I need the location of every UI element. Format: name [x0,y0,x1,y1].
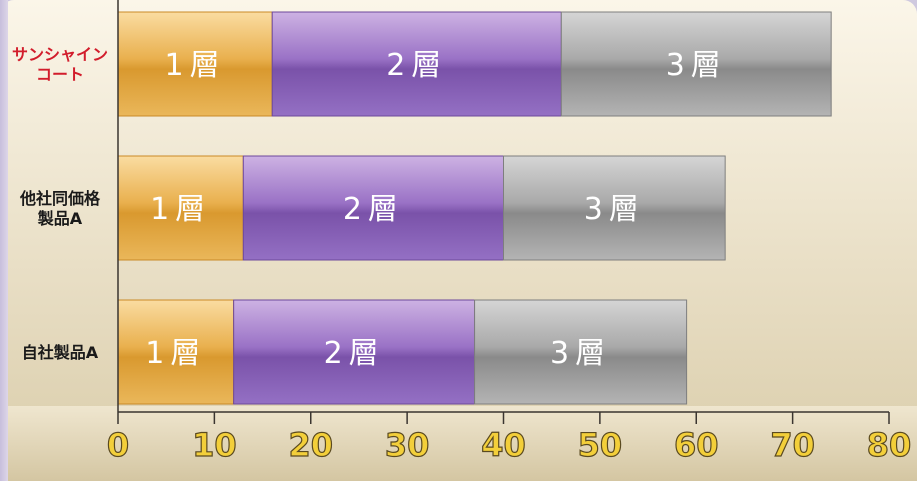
bar-segment [503,155,726,261]
category-label: サンシャイン [12,45,108,64]
segment-label: 1層 [145,336,206,371]
category-label: 製品A [37,209,83,228]
x-tick-label: 40 [481,426,526,464]
left-edge-decoration [0,0,8,481]
category-label: コート [36,65,84,84]
segment-label: 2層 [324,336,385,371]
segment-label: 1層 [150,192,211,227]
x-tick-label: 60 [674,426,719,464]
segment-label: 2層 [343,192,404,227]
segment-label: 3層 [584,192,645,227]
x-tick-label: 70 [770,426,815,464]
bar-segment [560,11,832,117]
bar-segment [271,11,562,117]
bar-segment [474,299,688,405]
bars-layer: 1層 2層 3層 1層 2層 3層 1層 2層 3層 [117,11,832,405]
x-tick-label: 50 [578,426,623,464]
segment-label: 1層 [165,48,226,83]
segment-label: 2層 [386,48,447,83]
category-label: 自社製品A [22,343,99,362]
x-tick-label: 30 [385,426,430,464]
segment-label: 3層 [666,48,727,83]
bar-segment [233,299,476,405]
axis-band [8,406,917,481]
axis-layer: 0 10 20 30 40 50 60 70 80 [106,0,912,465]
bar-segment [117,155,244,261]
x-tick-label: 80 [867,426,912,464]
x-tick-label: 10 [192,426,237,464]
segment-label: 3層 [550,336,611,371]
x-tick-label: 0 [107,426,129,464]
x-tick-label: 20 [288,426,333,464]
bar-segment [117,299,235,405]
category-label: 他社同価格 [19,189,101,208]
bar-segment [242,155,504,261]
